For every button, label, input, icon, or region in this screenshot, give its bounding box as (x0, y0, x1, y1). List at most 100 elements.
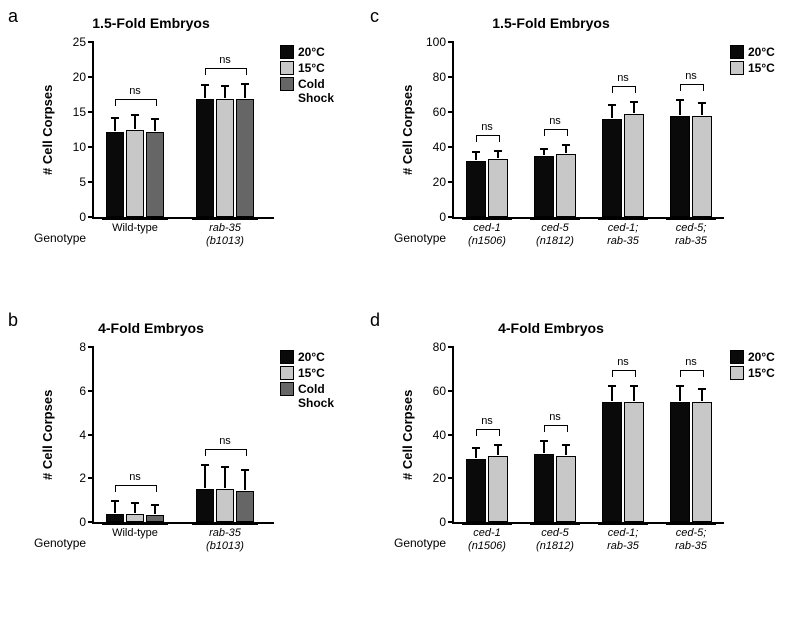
error-bar (154, 118, 156, 131)
bar (534, 156, 554, 217)
panel-label-c: c (370, 6, 379, 27)
panel-a: 1.5-Fold Embryos# Cell Corpses0510152025… (30, 10, 370, 290)
ns-label: ns (549, 411, 561, 423)
legend-swatch (730, 61, 744, 75)
bar (488, 159, 508, 217)
bar (692, 402, 712, 522)
legend-swatch (280, 45, 294, 59)
y-tick-label: 40 (433, 428, 454, 442)
sig-bracket (476, 135, 500, 142)
ns-label: ns (617, 356, 629, 368)
legend: 20°C15°CColdShock (280, 350, 334, 412)
legend-item: 20°C (280, 350, 334, 364)
legend-item: 20°C (730, 350, 775, 364)
genotype-label: Genotype (34, 536, 86, 550)
legend-text: 15°C (298, 61, 325, 75)
legend-swatch (280, 350, 294, 364)
x-group-label: ced-5(n1812) (530, 522, 580, 553)
legend-item: 20°C (730, 45, 775, 59)
bar (466, 459, 486, 522)
y-tick-label: 0 (79, 210, 94, 224)
error-bar (611, 385, 613, 400)
sig-bracket (544, 425, 568, 432)
plot-area: 020406080nsced-1(n1506)nsced-5(n1812)nsc… (452, 347, 724, 524)
bar (624, 402, 644, 522)
bar (624, 114, 644, 217)
error-bar (565, 144, 567, 153)
legend-item: 15°C (730, 61, 775, 75)
legend-text: ColdShock (298, 382, 334, 410)
error-bar (244, 469, 246, 491)
sig-bracket (612, 370, 636, 377)
error-bar (633, 385, 635, 400)
y-tick-label: 5 (79, 175, 94, 189)
bar (556, 456, 576, 522)
legend-text: 20°C (298, 350, 325, 364)
x-group-label: ced-5;rab-35 (666, 522, 716, 553)
legend-item: ColdShock (280, 77, 334, 105)
legend: 20°C 15°C (730, 350, 775, 382)
y-tick-label: 80 (433, 70, 454, 84)
chart-title: 4-Fold Embryos (380, 320, 722, 336)
error-bar (497, 150, 499, 159)
bar (534, 454, 554, 522)
bar (146, 132, 164, 217)
x-group-label: ced-5;rab-35 (666, 217, 716, 248)
sig-bracket (205, 68, 247, 75)
y-tick-label: 0 (79, 515, 94, 529)
bar (556, 154, 576, 217)
legend-text: ColdShock (298, 77, 334, 105)
chart-title: 4-Fold Embryos (30, 320, 272, 336)
sig-bracket (680, 84, 704, 91)
x-group-label: Wild-type (102, 522, 168, 540)
figure: a b c d 1.5-Fold Embryos# Cell Corpses05… (0, 0, 800, 621)
error-bar (679, 385, 681, 400)
error-bar (633, 101, 635, 113)
error-bar (114, 500, 116, 513)
plot-area: 0510152025nsWild-typensrab-35(b1013) (92, 42, 274, 219)
y-tick-label: 2 (79, 471, 94, 485)
ns-label: ns (685, 356, 697, 368)
ns-label: ns (219, 435, 231, 447)
ns-label: ns (219, 54, 231, 66)
sig-bracket (205, 449, 247, 456)
y-axis-label: # Cell Corpses (400, 347, 415, 522)
y-tick-label: 100 (426, 35, 454, 49)
legend-swatch (280, 77, 294, 91)
error-bar (497, 444, 499, 455)
error-bar (244, 83, 246, 98)
error-bar (204, 84, 206, 98)
y-tick-label: 0 (439, 515, 454, 529)
sig-bracket (544, 129, 568, 136)
bar (670, 116, 690, 218)
sig-bracket (612, 86, 636, 93)
ns-label: ns (685, 70, 697, 82)
legend-text: 15°C (748, 366, 775, 380)
x-group-label: Wild-type (102, 217, 168, 235)
bar (670, 402, 690, 522)
bar (466, 161, 486, 217)
panel-b: 4-Fold Embryos# Cell Corpses02468nsWild-… (30, 315, 370, 605)
error-bar (475, 447, 477, 458)
x-group-label: ced-1(n1506) (462, 522, 512, 553)
error-bar (701, 102, 703, 114)
error-bar (611, 104, 613, 118)
bar (236, 491, 254, 522)
legend: 20°C 15°C (730, 45, 775, 77)
bar (106, 132, 124, 217)
chart-title: 1.5-Fold Embryos (30, 15, 272, 31)
error-bar (475, 151, 477, 160)
error-bar (701, 388, 703, 401)
bar (488, 456, 508, 522)
y-tick-label: 25 (73, 35, 94, 49)
plot-area: 02468nsWild-typensrab-35(b1013) (92, 347, 274, 524)
panel-c: 1.5-Fold Embryos# Cell Corpses0204060801… (380, 10, 790, 290)
y-tick-label: 0 (439, 210, 454, 224)
y-tick-label: 15 (73, 105, 94, 119)
panel-d: 4-Fold Embryos # Cell Corpses 020406080nsc… (380, 315, 790, 605)
error-bar (543, 440, 545, 453)
sig-bracket (115, 485, 157, 492)
bar (196, 489, 214, 522)
y-tick-label: 40 (433, 140, 454, 154)
error-bar (543, 148, 545, 155)
